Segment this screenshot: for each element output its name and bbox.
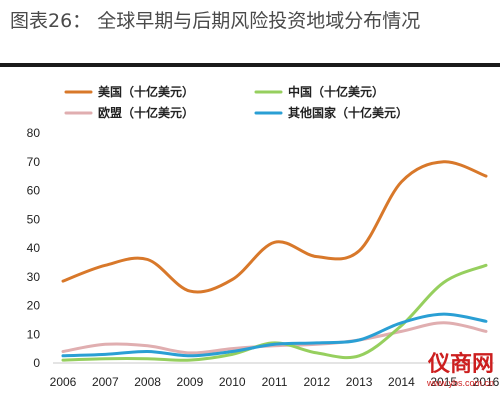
series-line-other bbox=[61, 312, 488, 358]
y-tick-label: 20 bbox=[27, 299, 41, 313]
x-tick-label: 2009 bbox=[177, 375, 204, 389]
series-line-us bbox=[61, 160, 488, 294]
x-tick-label: 2014 bbox=[388, 375, 415, 389]
x-tick-label: 2016 bbox=[473, 375, 500, 389]
y-tick-label: 30 bbox=[27, 270, 41, 284]
legend-label-other: 其他国家（十亿美元） bbox=[288, 105, 408, 120]
y-tick-label: 10 bbox=[27, 327, 41, 341]
series-line-eu bbox=[61, 321, 488, 355]
y-tick-label: 50 bbox=[27, 212, 41, 226]
x-tick-label: 2013 bbox=[346, 375, 373, 389]
legend-label-eu: 欧盟（十亿美元） bbox=[98, 105, 194, 120]
title-divider bbox=[0, 63, 500, 67]
y-tick-label: 80 bbox=[27, 126, 41, 140]
watermark-text: 仪商网 bbox=[427, 351, 494, 377]
legend-label-china: 中国（十亿美元） bbox=[288, 84, 384, 99]
legend: 美国（十亿美元） 中国（十亿美元） 欧盟（十亿美元） 其他国家（十亿美元） bbox=[64, 84, 408, 120]
series-lines bbox=[61, 160, 488, 362]
y-tick-label: 40 bbox=[27, 241, 41, 255]
x-tick-label: 2006 bbox=[50, 375, 77, 389]
x-tick-label: 2007 bbox=[92, 375, 119, 389]
watermark-url: www.ybs.com.cn bbox=[426, 378, 494, 388]
y-tick-label: 60 bbox=[27, 184, 41, 198]
x-axis: 2006 2007 2008 2009 2010 2011 2012 2013 2014 2015… bbox=[50, 362, 500, 389]
x-tick-label: 2011 bbox=[262, 375, 288, 389]
chart-title: 图表26： 全球早期与后期风险投资地域分布情况 bbox=[10, 10, 421, 32]
x-tick-label: 2012 bbox=[303, 375, 330, 389]
watermark: 仪商网 www.ybs.com.cn bbox=[427, 346, 494, 388]
x-tick-label: 2008 bbox=[134, 375, 161, 389]
y-tick-label: 70 bbox=[27, 155, 41, 169]
x-tick-label: 2010 bbox=[219, 375, 246, 389]
y-tick-label: 0 bbox=[33, 356, 40, 370]
x-tick-label: 2015 bbox=[430, 375, 457, 389]
legend-label-us: 美国（十亿美元） bbox=[98, 84, 194, 99]
y-axis: 0 10 20 30 40 50 60 70 80 bbox=[27, 126, 41, 370]
